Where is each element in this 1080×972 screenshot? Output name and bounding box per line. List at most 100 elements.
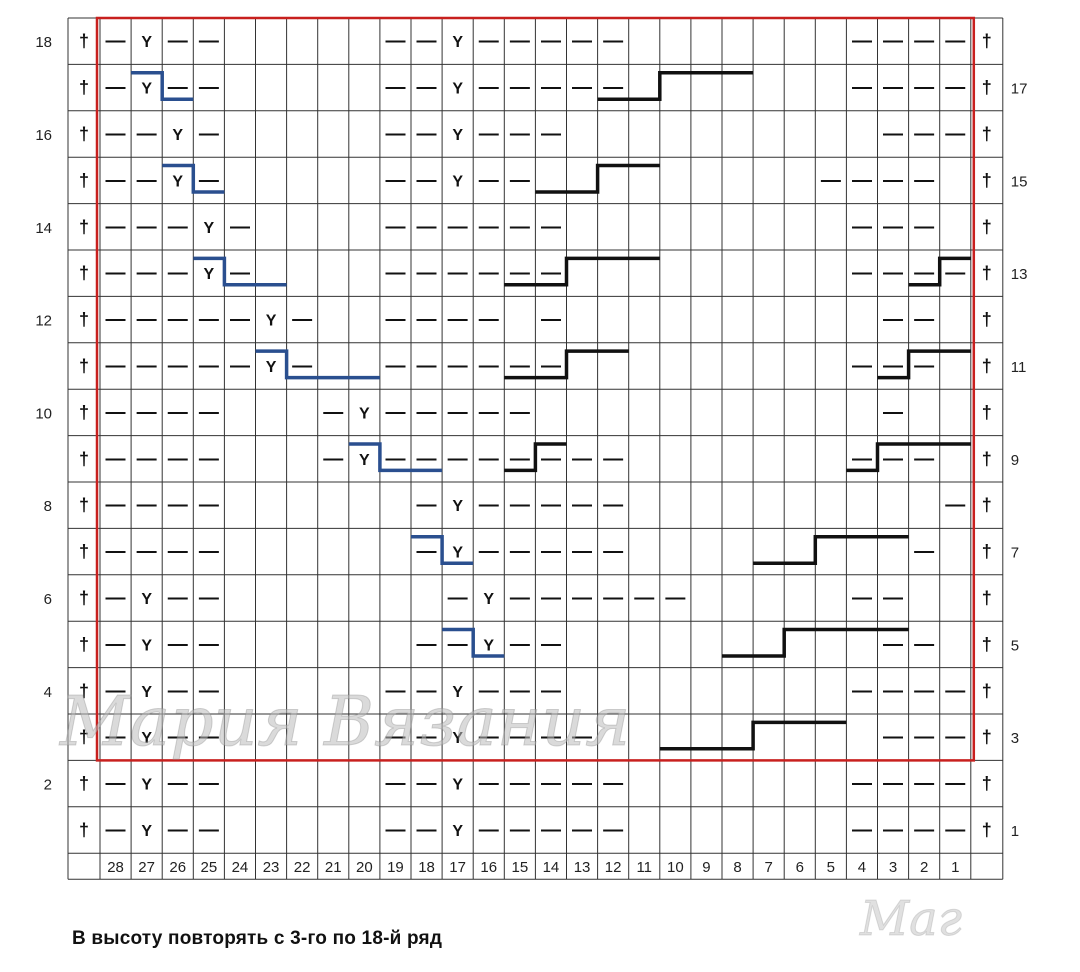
edge-stitch-symbol: † [982,310,992,330]
slip-stitch-symbol: Y [141,777,152,794]
purl-symbol: — [417,262,437,284]
edge-stitch-symbol: † [79,820,89,840]
purl-symbol: — [510,448,530,470]
column-label: 6 [796,859,804,876]
purl-symbol: — [199,448,219,470]
purl-symbol: — [199,30,219,52]
row-label-left: 2 [44,777,52,794]
purl-symbol: — [385,309,405,331]
purl-symbol: — [945,726,965,748]
purl-symbol: — [168,30,188,52]
slip-stitch-symbol: Y [359,405,370,422]
blue-cable-line [193,256,287,287]
purl-symbol: — [106,401,126,423]
purl-symbol: — [945,30,965,52]
purl-symbol: — [199,773,219,795]
purl-symbol: — [106,773,126,795]
purl-symbol: — [479,262,499,284]
row-label-right: 1 [1011,823,1019,840]
purl-symbol: — [510,819,530,841]
purl-symbol: — [448,448,468,470]
purl-symbol: — [168,448,188,470]
column-label: 5 [827,859,835,876]
row-label-right: 13 [1011,266,1028,283]
row-label-left: 6 [44,591,52,608]
column-label: 11 [636,859,652,876]
purl-symbol: — [914,216,934,238]
purl-symbol: — [914,30,934,52]
slip-stitch-symbol: Y [141,637,152,654]
purl-symbol: — [168,587,188,609]
edge-stitch-symbol: † [982,820,992,840]
purl-symbol: — [914,541,934,563]
purl-symbol: — [510,216,530,238]
blue-cable-line [255,349,380,380]
purl-symbol: — [106,262,126,284]
purl-symbol: — [541,448,561,470]
purl-symbol: — [541,77,561,99]
purl-symbol: — [821,169,841,191]
purl-symbol: — [665,587,685,609]
purl-symbol: — [199,355,219,377]
purl-symbol: — [417,494,437,516]
purl-symbol: — [168,309,188,331]
purl-symbol: — [541,494,561,516]
edge-stitch-symbol: † [79,495,89,515]
edge-stitch-symbol: † [982,263,992,283]
purl-symbol: — [883,448,903,470]
purl-symbol: — [883,726,903,748]
purl-symbol: — [385,448,405,470]
column-label: 23 [263,859,280,876]
purl-symbol: — [883,216,903,238]
slip-stitch-symbol: Y [483,637,494,654]
purl-symbol: — [168,494,188,516]
chart-symbols: † † — Y — — — — Y — — — — — — — — — † † — Y — — — — Y — — — — — — — — — † † — —… [79,30,992,841]
purl-symbol: — [168,262,188,284]
column-label: 2 [920,859,928,876]
purl-symbol: — [168,680,188,702]
slip-stitch-symbol: Y [204,266,215,283]
purl-symbol: — [945,680,965,702]
purl-symbol: — [479,30,499,52]
row-label-left: 16 [35,127,52,144]
slip-stitch-symbol: Y [141,684,152,701]
purl-symbol: — [106,77,126,99]
purl-symbol: — [323,448,343,470]
purl-symbol: — [852,30,872,52]
edge-stitch-symbol: † [79,356,89,376]
column-label: 17 [449,859,466,876]
purl-symbol: — [852,773,872,795]
column-label: 3 [889,859,897,876]
purl-symbol: — [914,633,934,655]
purl-symbol: — [417,123,437,145]
purl-symbol: — [385,355,405,377]
purl-symbol: — [510,123,530,145]
purl-symbol: — [510,30,530,52]
blue-cable-line [131,71,194,101]
purl-symbol: — [106,123,126,145]
watermark-corner-text: Маг [859,891,962,947]
cable-lines [131,71,971,751]
purl-symbol: — [914,773,934,795]
purl-symbol: — [883,401,903,423]
purl-symbol: — [199,541,219,563]
edge-stitch-symbol: † [79,170,89,190]
purl-symbol: — [168,819,188,841]
edge-stitch-symbol: † [982,542,992,562]
purl-symbol: — [883,262,903,284]
purl-symbol: — [945,773,965,795]
purl-symbol: — [572,587,592,609]
repeat-box [95,16,976,762]
purl-symbol: — [417,169,437,191]
column-label: 27 [138,859,155,876]
edge-stitch-symbol: † [79,402,89,422]
purl-symbol: — [385,819,405,841]
purl-symbol: — [479,169,499,191]
edge-stitch-symbol: † [79,78,89,98]
purl-symbol: — [448,216,468,238]
black-cable-line [597,71,754,101]
slip-stitch-symbol: Y [452,684,463,701]
purl-symbol: — [417,30,437,52]
purl-symbol: — [385,726,405,748]
